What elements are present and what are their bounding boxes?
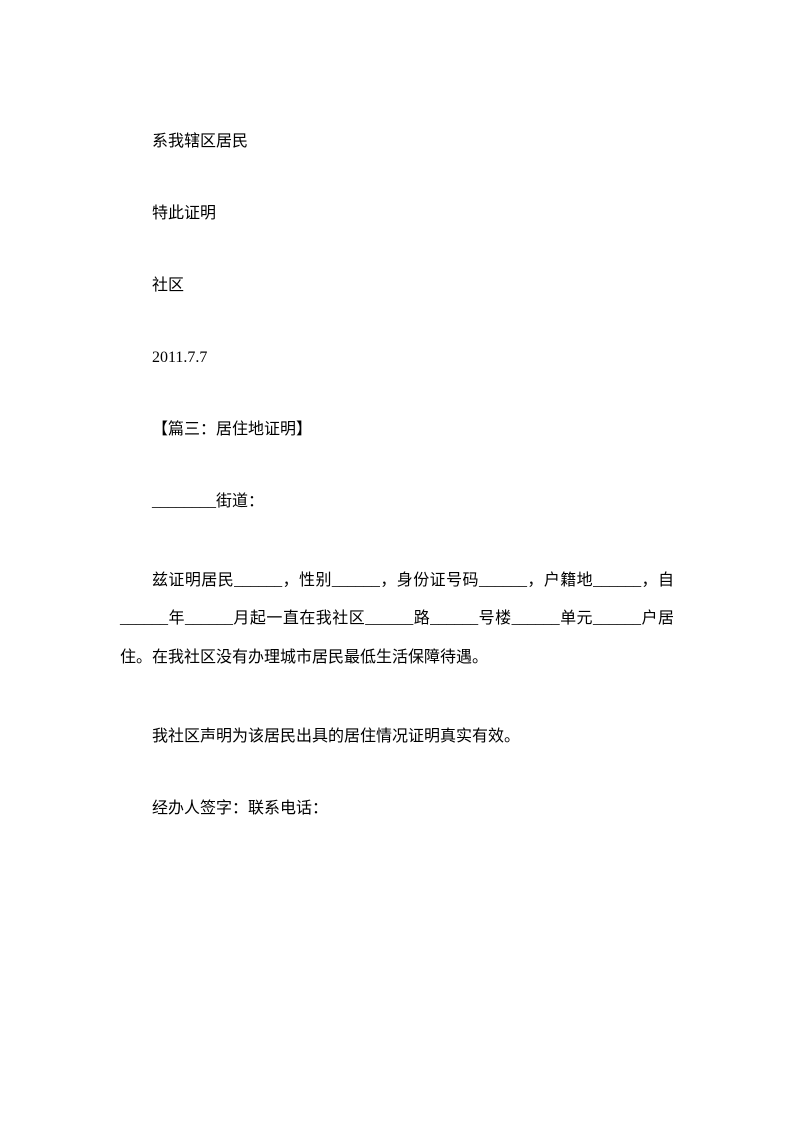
line-hereby: 特此证明 bbox=[120, 202, 674, 226]
body-paragraph-1: 兹证明居民______，性别______，身份证号码______，户籍地____… bbox=[120, 562, 674, 677]
line-resident: 系我辖区居民 bbox=[120, 130, 674, 154]
section-title: 【篇三：居住地证明】 bbox=[120, 418, 674, 442]
body-paragraph-3: 经办人签字：联系电话： bbox=[120, 797, 674, 821]
line-date: 2011.7.7 bbox=[120, 346, 674, 370]
body-paragraph-2: 我社区声明为该居民出具的居住情况证明真实有效。 bbox=[120, 725, 674, 749]
document-page: 系我辖区居民 特此证明 社区 2011.7.7 【篇三：居住地证明】 _____… bbox=[0, 0, 794, 821]
line-community: 社区 bbox=[120, 274, 674, 298]
street-line: ________街道： bbox=[120, 490, 674, 514]
